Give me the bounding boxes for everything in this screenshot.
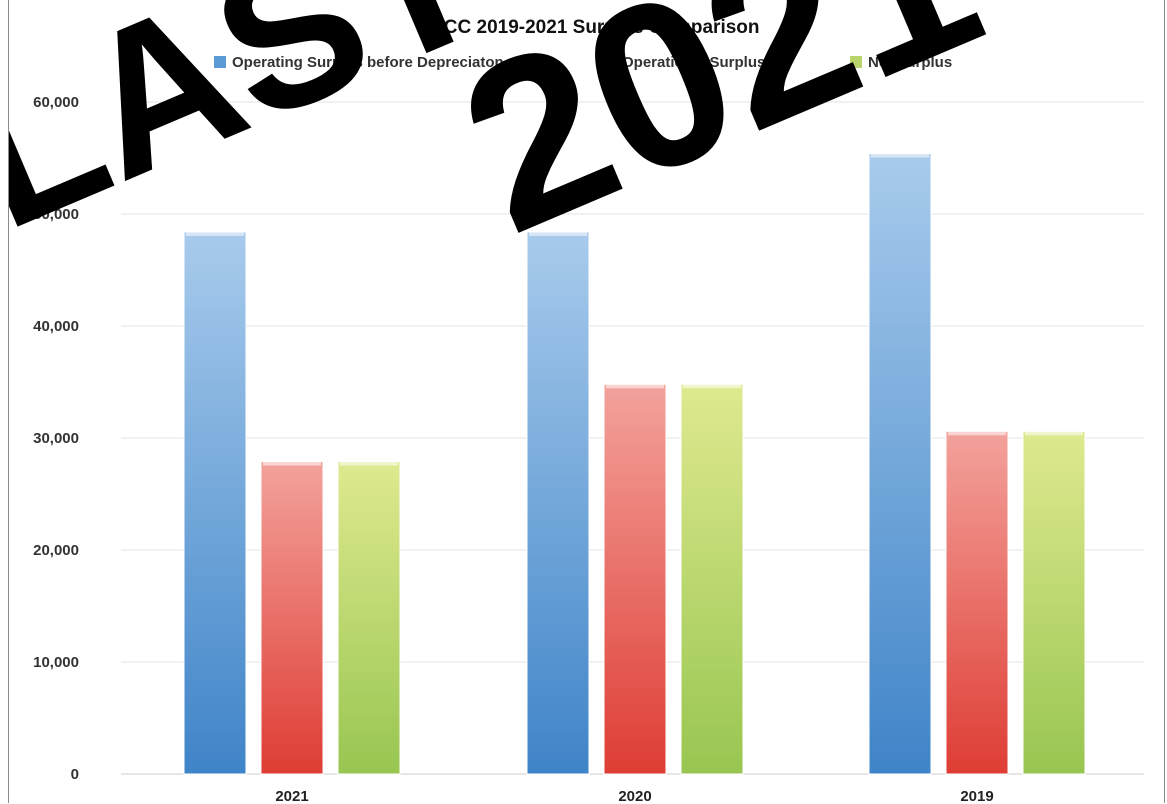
legend-label: Net Surplus [868,54,952,71]
bar [868,153,932,775]
surplus-chart: 0 10,000 20,000 30,000 40,000 50,000 60,000 20… [9,0,1144,803]
bar [260,461,324,775]
bar-highlight [1025,431,1083,436]
bar-highlight [340,461,398,466]
x-axis-labels: 2021 2020 2019 [275,788,993,803]
bar [603,383,667,775]
y-tick-label: 40,000 [33,318,79,335]
y-tick-label: 20,000 [33,542,79,559]
x-tick-label: 2021 [275,788,308,803]
legend-swatch [850,56,862,68]
bar-highlight [948,431,1006,436]
bar [183,231,247,775]
chart-title: THCC 2019-2021 Surplus Comparison [418,17,759,38]
y-tick-label: 10,000 [33,654,79,671]
bar [526,231,590,775]
legend-swatch [214,56,226,68]
bar-highlight [683,384,741,389]
y-tick-label: 0 [71,766,79,783]
legend-swatch [604,56,616,68]
legend-label: Operating Surplus before Depreciaton [232,54,504,71]
bar [337,461,401,775]
x-tick-label: 2020 [618,788,651,803]
chart-frame: 0 10,000 20,000 30,000 40,000 50,000 60,000 20… [8,0,1165,803]
x-tick-label: 2019 [960,788,993,803]
bars [183,153,1086,775]
bar-highlight [263,461,321,466]
y-tick-label: 60,000 [33,94,79,111]
y-axis-ticks: 0 10,000 20,000 30,000 40,000 50,000 60,000 [33,94,79,783]
y-tick-label: 50,000 [33,206,79,223]
y-tick-label: 30,000 [33,430,79,447]
bar [1022,430,1086,775]
bar-highlight [186,231,244,236]
bar [945,430,1009,775]
bar [680,383,744,775]
legend: Operating Surplus before Depreciaton Oper… [214,54,952,71]
legend-label: Operational Surplus [622,54,765,71]
bar-highlight [606,384,664,389]
bar-highlight [871,153,929,158]
bar-highlight [529,231,587,236]
